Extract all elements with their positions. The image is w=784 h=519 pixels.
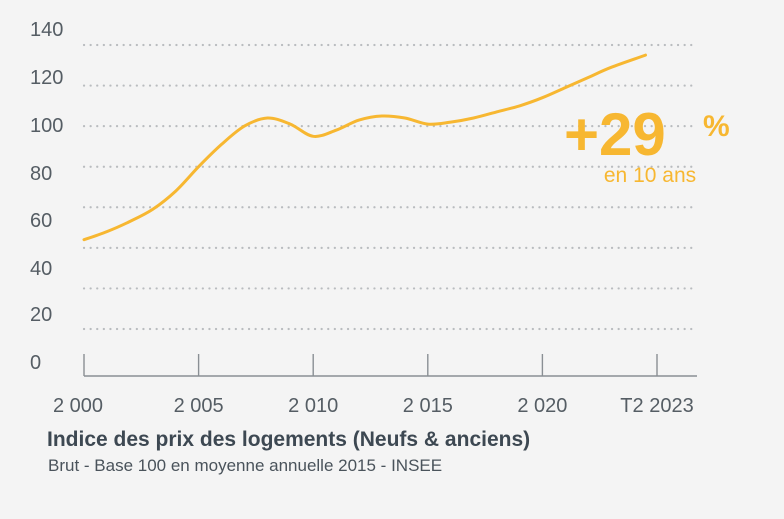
chart-subtitle: Brut - Base 100 en moyenne annuelle 2015… bbox=[48, 456, 442, 475]
series-layer bbox=[82, 53, 647, 242]
annotation-period: en 10 ans bbox=[604, 164, 696, 187]
x-tick-label: 2 000 bbox=[53, 395, 103, 417]
y-tick-label: 80 bbox=[30, 163, 52, 185]
x-tick-label: T2 2023 bbox=[620, 395, 693, 417]
y-tick-label: 100 bbox=[30, 115, 63, 137]
annotation-percent-sign: % bbox=[703, 110, 730, 143]
y-axis: 0 20 40 60 80 100 120 140 bbox=[30, 19, 63, 374]
chart-title: Indice des prix des logements (Neufs & a… bbox=[47, 428, 530, 451]
x-tick-label: 2 020 bbox=[517, 395, 567, 417]
y-tick-label: 20 bbox=[30, 304, 52, 326]
x-axis: 2 000 2 005 2 010 2 015 2 020 T2 2023 bbox=[53, 354, 697, 417]
y-tick-label: 0 bbox=[30, 352, 41, 374]
series-line bbox=[82, 53, 647, 242]
y-tick-label: 140 bbox=[30, 19, 63, 41]
y-tick-label: 120 bbox=[30, 67, 63, 89]
x-tick-label: 2 015 bbox=[403, 395, 453, 417]
y-tick-label: 60 bbox=[30, 210, 52, 232]
grid-layer bbox=[82, 43, 699, 331]
x-tick-label: 2 010 bbox=[288, 395, 338, 417]
x-tick-label: 2 005 bbox=[174, 395, 224, 417]
y-tick-label: 40 bbox=[30, 258, 52, 280]
annotation-big-number: +29 bbox=[564, 101, 666, 168]
